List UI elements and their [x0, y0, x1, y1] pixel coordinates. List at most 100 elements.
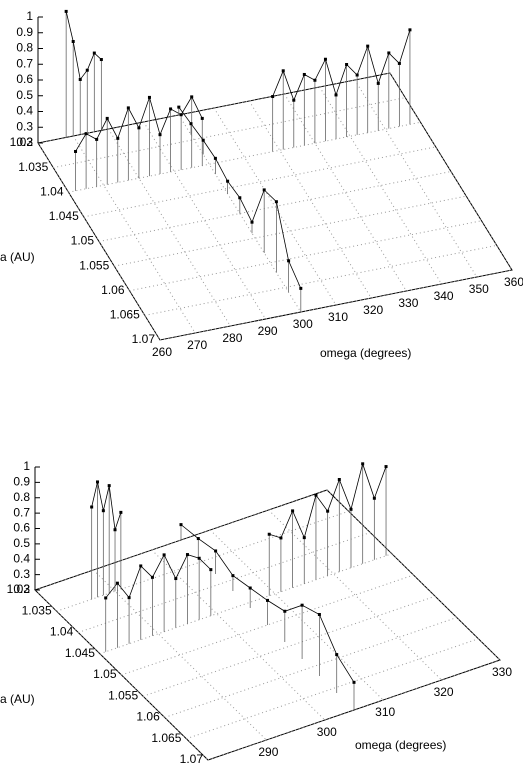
z-tick-label: 0.2: [13, 582, 30, 596]
point: [281, 69, 285, 73]
point: [299, 286, 303, 290]
point: [92, 51, 96, 55]
point: [313, 78, 317, 82]
y-tick-label: 1.055: [108, 688, 138, 702]
point: [291, 509, 295, 513]
z-tick-label: 0.2: [16, 135, 33, 149]
point: [337, 478, 341, 481]
point: [238, 196, 242, 200]
point: [190, 95, 194, 99]
point: [200, 116, 204, 120]
x-tick-label: 270: [187, 338, 207, 352]
y-tick-label: 1.055: [79, 258, 109, 272]
point: [250, 220, 254, 224]
y-axis-title: a (AU): [0, 250, 35, 264]
y-tick-label: 1.04: [50, 625, 74, 639]
point: [302, 72, 306, 76]
point: [326, 509, 330, 513]
point: [366, 44, 370, 48]
y-axis-title: a (AU): [0, 692, 35, 706]
point: [323, 57, 327, 61]
z-tick-label: 0.3: [16, 119, 33, 133]
series-line: [272, 29, 411, 102]
point: [119, 510, 123, 514]
x-tick-label: 290: [258, 324, 278, 338]
point: [317, 613, 321, 616]
y-tick-label: 1.03: [7, 582, 31, 596]
x-tick-label: 350: [469, 282, 489, 296]
grid-line: [209, 529, 384, 701]
x-tick-label: 330: [398, 296, 418, 310]
z-tick-label: 0.8: [16, 41, 33, 55]
point: [179, 523, 183, 527]
point: [287, 259, 291, 263]
z-tick-label: 0.9: [16, 25, 33, 39]
point: [231, 574, 235, 578]
x-tick-label: 300: [317, 725, 337, 739]
grid-line: [129, 220, 482, 292]
z-tick-label: 0.3: [13, 567, 30, 581]
x-axis-title: omega (degrees): [355, 738, 446, 752]
point: [64, 9, 68, 13]
point: [95, 137, 99, 141]
z-tick-label: 0.4: [16, 104, 33, 118]
z-tick-label: 0.7: [13, 505, 30, 519]
y-tick-label: 1.03: [10, 135, 34, 149]
point: [169, 107, 173, 111]
point: [104, 596, 108, 600]
y-tick-label: 1.05: [93, 667, 117, 681]
x-tick-label: 310: [328, 310, 348, 324]
y-tick-label: 1.07: [132, 332, 156, 346]
grid-line: [34, 589, 209, 761]
z-tick-label: 0.7: [16, 56, 33, 70]
grid-line: [144, 244, 497, 316]
z-tick-label: 1: [26, 9, 33, 23]
x-tick-label: 290: [258, 745, 278, 759]
point: [116, 136, 120, 140]
point: [84, 132, 88, 136]
grid-line: [326, 489, 501, 661]
point: [177, 105, 181, 109]
point: [352, 680, 356, 684]
point: [408, 28, 412, 32]
point: [300, 603, 304, 607]
point: [101, 509, 105, 513]
point: [179, 113, 183, 117]
point: [376, 81, 380, 85]
grid-line: [98, 171, 452, 242]
point: [266, 598, 269, 602]
point: [248, 586, 252, 590]
y-tick-label: 1.065: [110, 308, 140, 322]
z-tick-label: 1: [23, 459, 30, 473]
grid-line: [248, 100, 372, 299]
point: [74, 149, 78, 153]
point: [127, 596, 131, 600]
point: [302, 536, 306, 540]
series-line: [91, 481, 122, 530]
point: [345, 63, 349, 66]
point: [107, 484, 111, 488]
x-tick-label: 320: [363, 303, 383, 317]
y-tick-label: 1.035: [22, 603, 52, 617]
point: [209, 568, 213, 572]
point: [174, 577, 178, 581]
grid-line: [83, 146, 436, 218]
x-tick-label: 320: [434, 685, 454, 699]
y-tick-label: 1.045: [49, 209, 79, 223]
point: [372, 496, 376, 500]
point: [387, 51, 391, 55]
point: [201, 138, 205, 142]
point: [139, 564, 143, 568]
grid-line: [164, 617, 457, 718]
point: [158, 133, 162, 137]
z-tick-label: 0.8: [13, 490, 30, 504]
point: [115, 581, 119, 585]
point: [397, 61, 401, 65]
grid-line: [268, 509, 442, 681]
x-tick-label: 330: [492, 665, 512, 679]
y-tick-label: 1.045: [65, 646, 95, 660]
point: [271, 95, 275, 99]
point: [99, 58, 103, 62]
z-tick-label: 0.5: [16, 88, 33, 102]
